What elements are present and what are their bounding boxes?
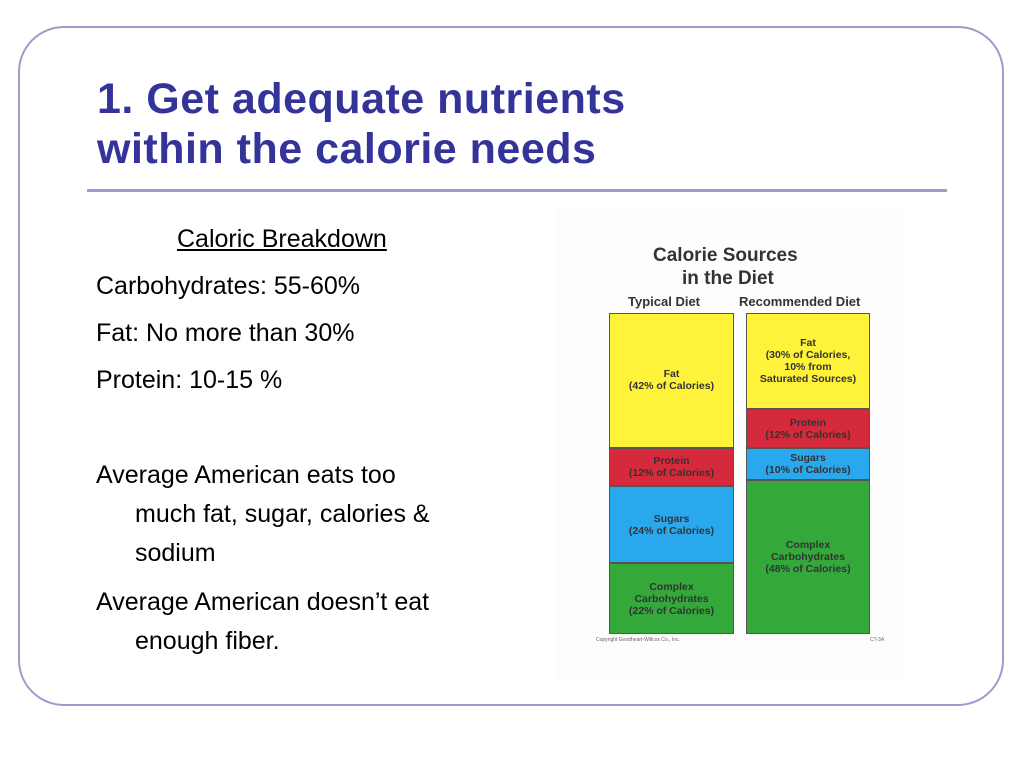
slide-title-line-1: 1. Get adequate nutrients xyxy=(97,75,626,123)
bar-typical-protein: Protein (12% of Calories) xyxy=(609,447,734,487)
bar-typical-complex-carbohydrates: Complex Carbohydrates (22% of Calories) xyxy=(609,563,734,634)
chart-title: Calorie Sources in the Diet xyxy=(653,244,1003,290)
bar-label-line: Sugars xyxy=(653,512,690,525)
bar-label-line: (30% of Calories, xyxy=(765,349,851,362)
bar-label-line: (12% of Calories) xyxy=(628,467,715,480)
title-divider xyxy=(87,189,947,192)
bar-label-line: (24% of Calories) xyxy=(628,524,715,537)
bar-label-line: Carbohydrates xyxy=(634,592,709,605)
bar-label-line: Saturated Sources) xyxy=(759,373,857,386)
column-header-typical: Typical Diet xyxy=(628,294,701,309)
slide-title-line-2: within the calorie needs xyxy=(97,125,597,173)
para-fiber-line-2: enough fiber. xyxy=(135,627,280,655)
bar-label-line: Protein xyxy=(653,455,690,468)
bar-label-line: (12% of Calories) xyxy=(765,428,851,441)
chart-title-line-1: Calorie Sources xyxy=(653,245,798,266)
para-fiber-line-1: Average American doesn’t eat xyxy=(96,588,430,616)
bar-label-line: (10% of Calories) xyxy=(765,463,851,476)
bar-label-line: Carbohydrates xyxy=(770,550,846,563)
bar-typical-sugars: Sugars (24% of Calories) xyxy=(609,486,734,564)
bar-label-line: Complex xyxy=(649,580,694,593)
copyright-note: Copyright Goodheart-Willcox Co., Inc. xyxy=(596,637,680,643)
breakdown-fat: Fat: No more than 30% xyxy=(96,319,355,347)
para-excess-line-1: Average American eats too xyxy=(96,461,396,489)
bar-label-line: Fat xyxy=(800,337,816,350)
bar-label-line: 10% from xyxy=(784,361,832,374)
bar-label-line: Sugars xyxy=(790,451,826,464)
caloric-breakdown-heading: Caloric Breakdown xyxy=(177,225,387,253)
bar-recommended-fat: Fat (30% of Calories, 10% from Saturated So… xyxy=(746,313,870,410)
bar-label-line: (48% of Calories) xyxy=(765,562,851,575)
breakdown-carbohydrates: Carbohydrates: 55-60% xyxy=(96,272,361,300)
bar-recommended-complex-carbohydrates: Complex Carbohydrates (48% of Calories) xyxy=(746,479,870,634)
chart-title-line-2: in the Diet xyxy=(682,268,774,289)
slide-frame xyxy=(18,26,1004,706)
bar-label-line: (22% of Calories) xyxy=(628,604,715,617)
breakdown-protein: Protein: 10-15 % xyxy=(96,366,283,394)
bar-label-line: Fat xyxy=(663,368,680,381)
figure-code: CT-3A xyxy=(870,637,885,643)
bar-recommended-sugars: Sugars (10% of Calories) xyxy=(746,447,870,480)
bar-label-line: Complex xyxy=(785,538,831,551)
bar-label-line: Protein xyxy=(789,416,827,429)
bar-typical-fat: Fat (42% of Calories) xyxy=(609,313,734,448)
column-header-recommended: Recommended Diet xyxy=(739,294,861,309)
para-excess-line-3: sodium xyxy=(135,539,216,567)
bar-recommended-protein: Protein (12% of Calories) xyxy=(746,409,870,448)
para-excess-line-2: much fat, sugar, calories & xyxy=(135,500,430,528)
bar-label-line: (42% of Calories) xyxy=(628,380,715,393)
calorie-sources-chart: Calorie Sources in the Diet Typical Diet… xyxy=(556,210,906,680)
slide-title: 1. Get adequate nutrients within the cal… xyxy=(97,74,857,174)
